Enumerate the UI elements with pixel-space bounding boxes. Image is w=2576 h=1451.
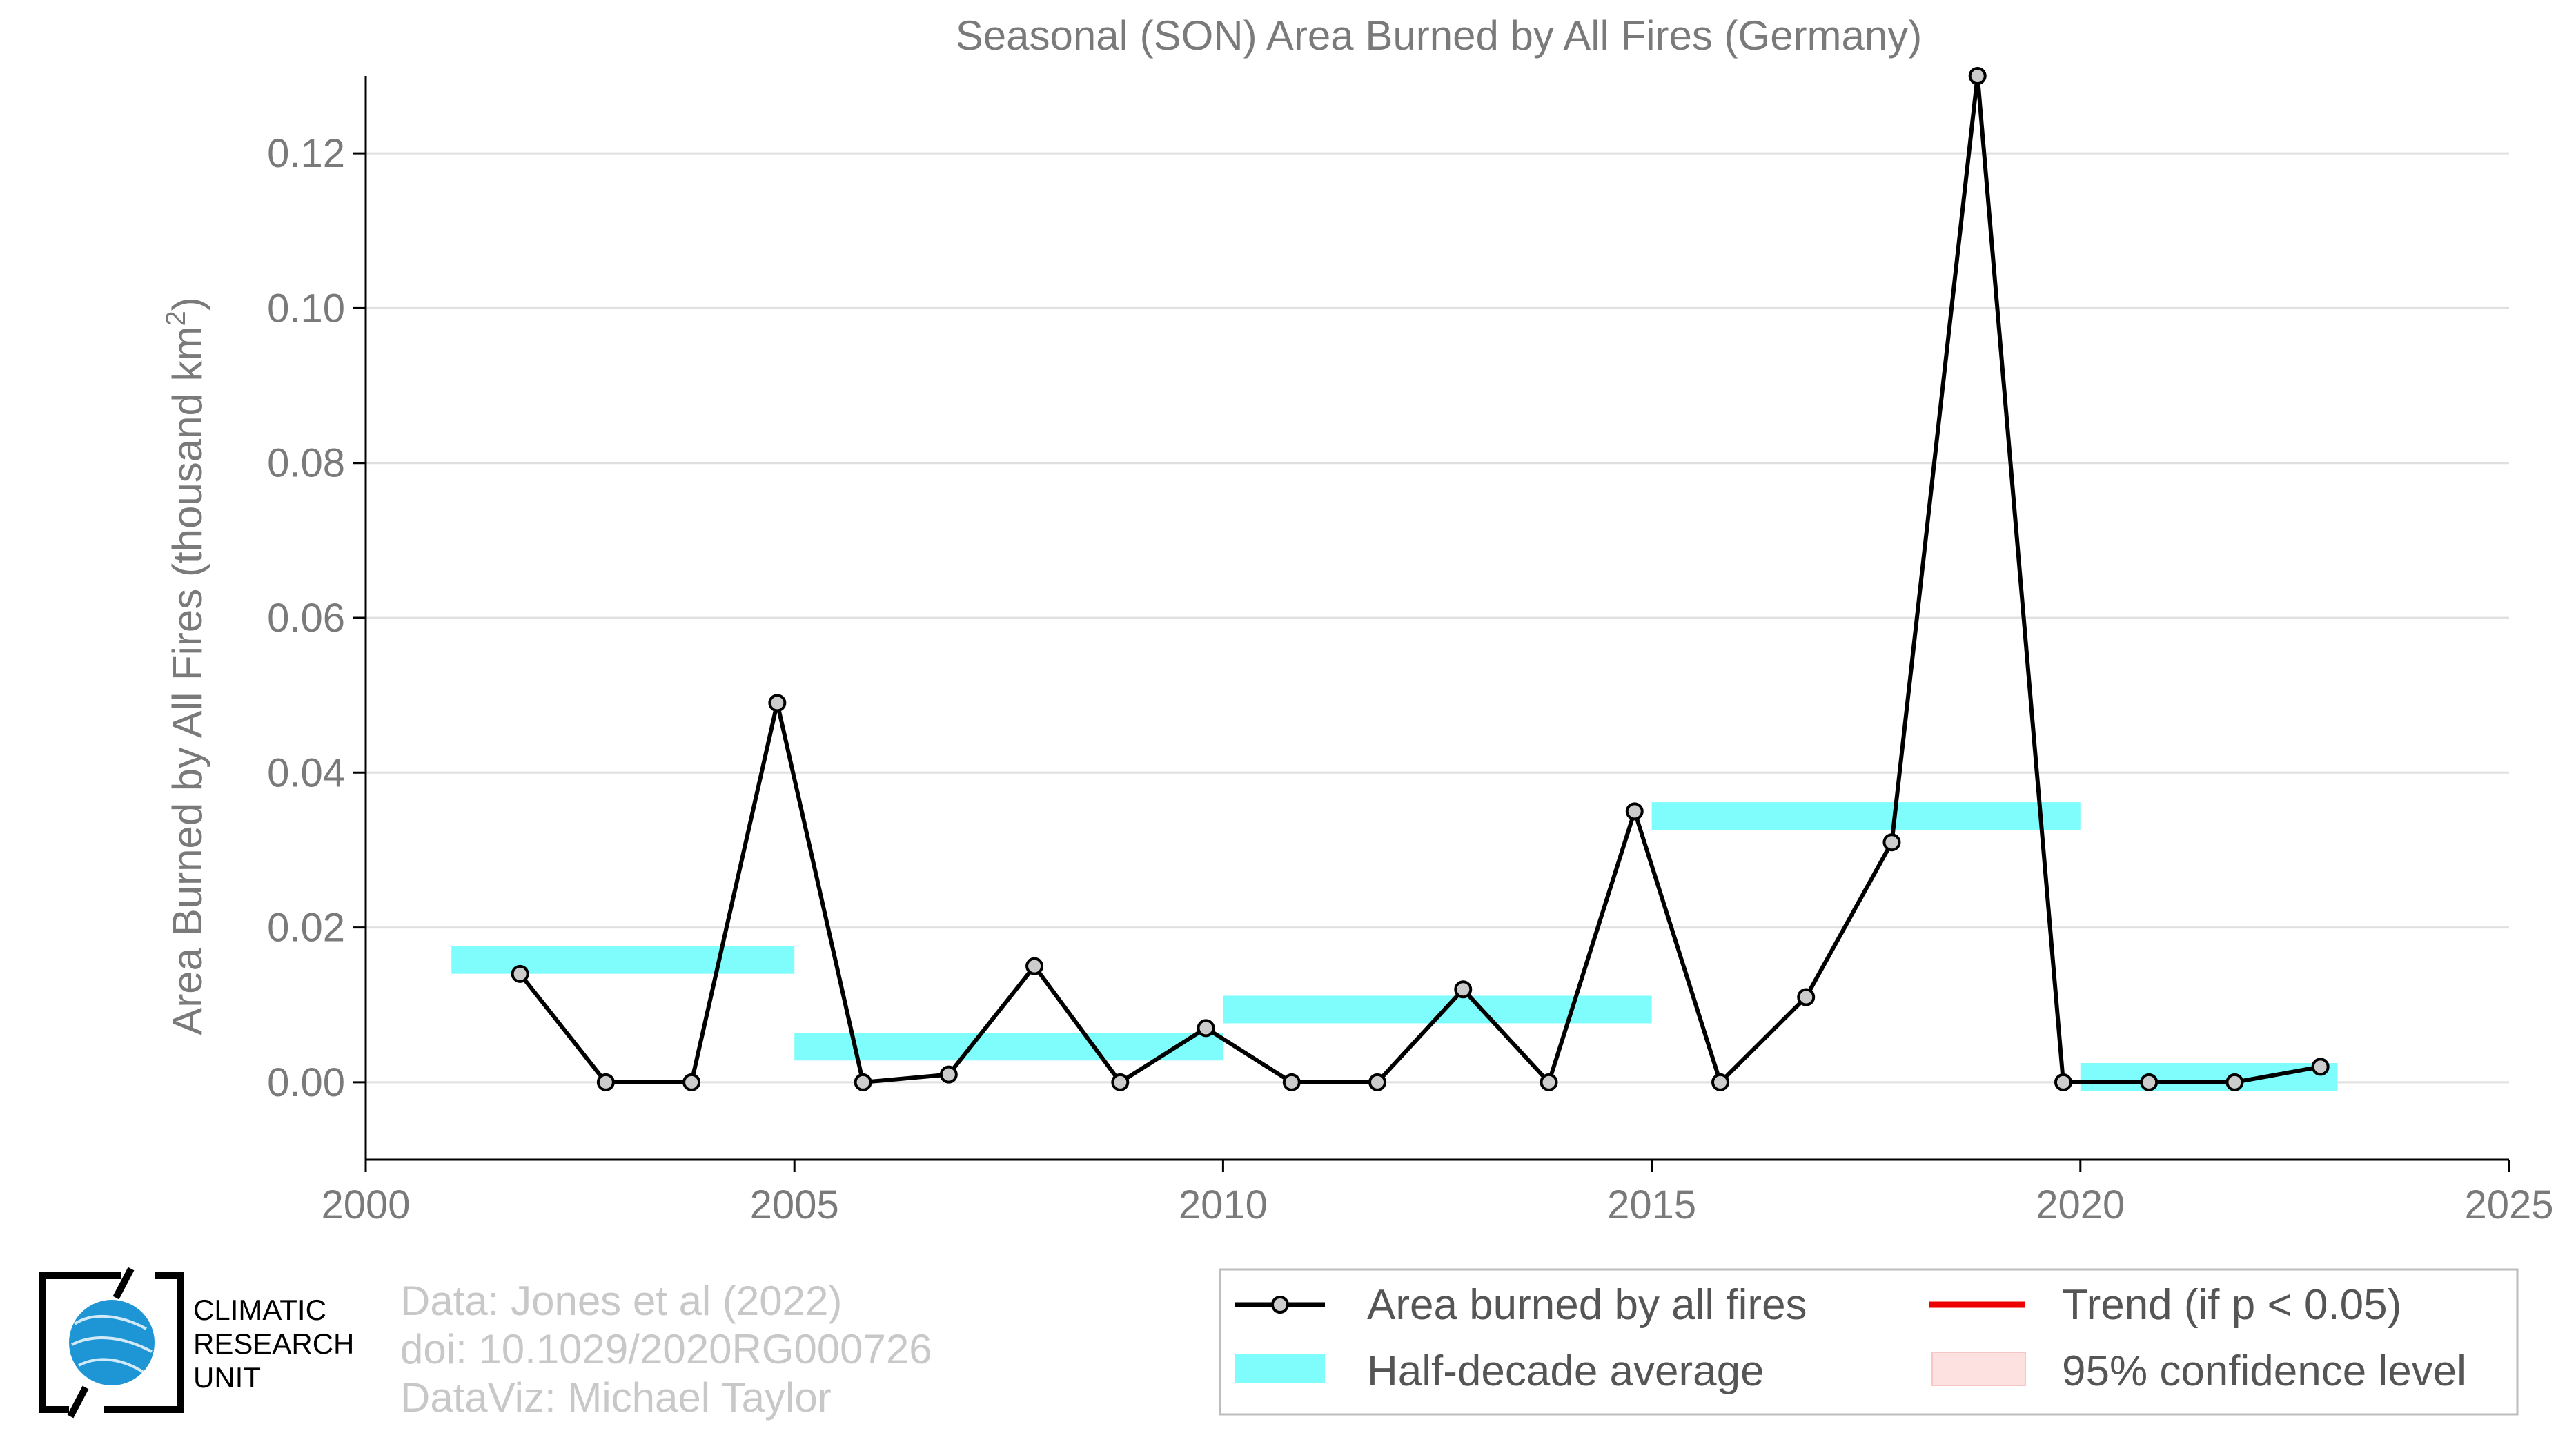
data-point <box>1625 802 1644 821</box>
credit-doi: doi: 10.1029/2020RG000726 <box>400 1326 932 1372</box>
data-point <box>2311 1058 2330 1076</box>
logo-bracket-right <box>104 1272 184 1413</box>
data-point <box>1025 957 1044 975</box>
data-point <box>854 1073 872 1091</box>
credit-data: Data: Jones et al (2022) <box>400 1278 842 1324</box>
data-point <box>596 1073 615 1091</box>
data-point <box>768 694 787 712</box>
half-decade-band <box>451 946 795 974</box>
x-tick-label: 2025 <box>2464 1182 2553 1227</box>
x-tick-label: 2005 <box>750 1182 839 1227</box>
y-tick-label: 0.02 <box>267 906 345 951</box>
y-axis-label: Area Burned by All Fires (thousand km2) <box>161 297 210 1035</box>
legend-swatch-area-burned-marker <box>1271 1296 1289 1314</box>
logo-text-research: RESEARCH <box>193 1327 354 1360</box>
y-axis-label-superscript: 2 <box>161 311 191 326</box>
half-decade-band <box>794 1033 1223 1061</box>
half-decade-bands <box>451 802 2338 1091</box>
credits: Data: Jones et al (2022) doi: 10.1029/20… <box>400 1278 932 1421</box>
y-tick-label: 0.04 <box>267 750 345 795</box>
x-tick-label: 2010 <box>1179 1182 1268 1227</box>
logo-text-unit: UNIT <box>193 1361 261 1394</box>
legend-label-trend: Trend (if p < 0.05) <box>2062 1281 2401 1329</box>
logo-slash-bottom <box>67 1385 89 1419</box>
y-tick-label: 0.10 <box>267 286 345 331</box>
data-point <box>2054 1073 2072 1091</box>
globe-icon-swirl-3 <box>78 1358 145 1374</box>
y-tick-label: 0.08 <box>267 441 345 486</box>
data-point <box>1197 1019 1215 1038</box>
legend-label-area-burned: Area burned by all fires <box>1367 1281 1807 1329</box>
x-tick-label: 2020 <box>2036 1182 2125 1227</box>
data-point <box>2140 1073 2159 1091</box>
data-point <box>682 1073 701 1091</box>
legend-swatch-half-decade <box>1235 1354 1325 1383</box>
y-tick-label: 0.12 <box>267 131 345 176</box>
credit-dataviz: DataViz: Michael Taylor <box>400 1374 832 1421</box>
data-point <box>1282 1073 1301 1091</box>
data-point <box>1711 1073 1729 1091</box>
data-point <box>1454 980 1473 999</box>
logo-bracket-left <box>39 1272 121 1413</box>
series-line <box>518 74 2321 1084</box>
legend-label-half-decade: Half-decade average <box>1367 1347 1764 1395</box>
data-point <box>2225 1073 2244 1091</box>
cru-logo: CLIMATIC RESEARCH UNIT <box>39 1267 354 1419</box>
data-point <box>1368 1073 1387 1091</box>
logo-text-climatic: CLIMATIC <box>193 1294 326 1326</box>
series-line-layer <box>511 67 2330 1091</box>
axis-layer: 0.00 0.02 0.04 0.06 0.08 0.10 0.12 2000 2005 2010… <box>267 76 2554 1227</box>
data-point <box>1882 833 1901 852</box>
x-tick-label: 2000 <box>321 1182 410 1227</box>
data-point <box>1968 67 1987 85</box>
half-decade-band <box>1651 802 2081 830</box>
globe-icon-swirl-2 <box>71 1336 153 1353</box>
y-axis-label-main: Area Burned by All Fires (thousand km <box>164 327 210 1035</box>
legend-box <box>1219 1268 2519 1416</box>
y-axis-label-suffix: ) <box>164 297 210 311</box>
logo-slash-top <box>112 1267 135 1300</box>
x-tick-label: 2015 <box>1607 1182 1696 1227</box>
globe-icon-swirl-1 <box>73 1314 147 1330</box>
data-point <box>1111 1073 1130 1091</box>
data-point <box>1540 1073 1558 1091</box>
chart-title: Seasonal (SON) Area Burned by All Fires … <box>956 12 1923 59</box>
y-tick-label: 0.06 <box>267 596 345 641</box>
grid-layer <box>366 152 2509 1084</box>
data-point <box>511 964 529 983</box>
legend: Area burned by all fires Trend (if p < 0… <box>1219 1268 2519 1416</box>
data-point <box>1797 988 1816 1006</box>
data-point <box>939 1065 958 1084</box>
legend-label-confidence: 95% confidence level <box>2062 1347 2466 1395</box>
legend-swatch-confidence <box>1931 1352 2026 1386</box>
half-decade-band <box>2080 1063 2338 1091</box>
y-tick-label: 0.00 <box>267 1060 345 1105</box>
